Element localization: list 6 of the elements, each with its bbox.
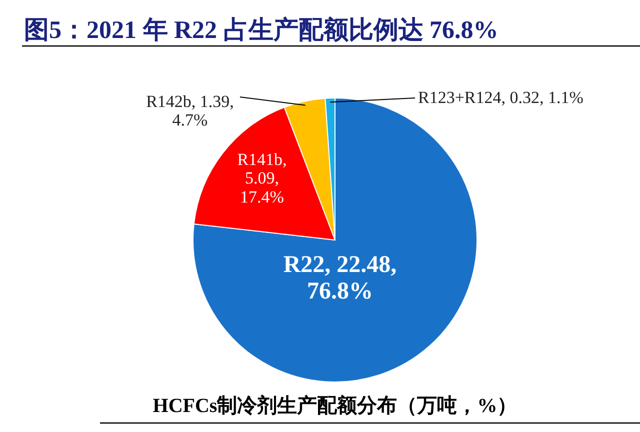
chart-title: 图5：2021 年 R22 占生产配额比例达 76.8%	[24, 16, 498, 44]
slice-label: R22, 22.48, 76.8%	[283, 252, 397, 304]
slice-label: R141b, 5.09, 17.4%	[237, 150, 287, 206]
text: HCFCs制冷剂生产配额分布（万吨，%）	[152, 394, 518, 417]
slice-label: R123+R124, 0.32, 1.1%	[418, 88, 584, 107]
slice-label: R142b, 1.39, 4.7%	[146, 92, 234, 130]
